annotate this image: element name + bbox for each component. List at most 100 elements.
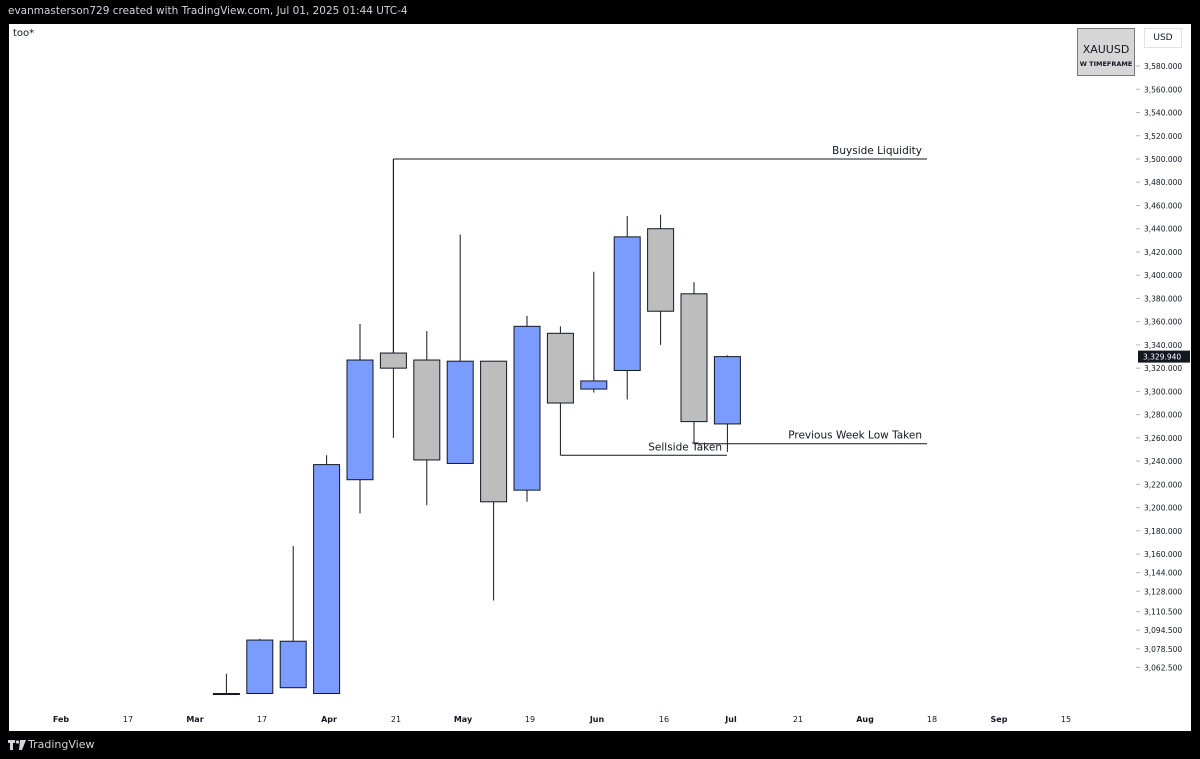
symbol-watermark: XAUUSD W TIMEFRAME — [1077, 28, 1135, 76]
price-tick-label: 3,094.500 — [1144, 626, 1182, 635]
candle-body — [246, 639, 274, 695]
candle — [580, 271, 608, 393]
candle-body — [580, 380, 608, 390]
price-tick-label: 3,320.000 — [1144, 364, 1182, 373]
candle — [713, 355, 741, 452]
attribution-text: evanmasterson729 created with TradingVie… — [8, 5, 408, 17]
price-tick-label: 3,110.500 — [1144, 608, 1182, 617]
candle — [346, 324, 374, 514]
price-tick-label: 3,220.000 — [1144, 480, 1182, 489]
price-tick-label: 3,062.500 — [1144, 663, 1182, 672]
candle-body — [413, 359, 441, 461]
time-tick-label: Jun — [589, 715, 605, 724]
candle — [379, 159, 407, 438]
time-tick-label: Feb — [53, 715, 70, 724]
time-tick-label: 19 — [525, 715, 535, 724]
candle-body — [680, 293, 708, 423]
candle — [480, 360, 508, 601]
candle-body — [446, 360, 474, 464]
candles — [212, 159, 741, 696]
annotation-label: Sellside Taken — [648, 441, 722, 453]
time-tick-label: 21 — [793, 715, 803, 724]
price-tick-label: 3,520.000 — [1144, 132, 1182, 141]
tradingview-brand[interactable]: TradingView — [28, 738, 95, 751]
chart-frame[interactable]: 3,062.500 3,078.500 3,094.500 3,110.500 3,12… — [9, 24, 1191, 731]
price-tick-label: 3,160.000 — [1144, 550, 1182, 559]
time-tick-label: 18 — [927, 715, 937, 724]
time-tick-label: 21 — [391, 715, 401, 724]
candle — [446, 234, 474, 464]
price-tick-label: 3,380.000 — [1144, 294, 1182, 303]
time-tick-label: Aug — [856, 715, 874, 724]
candle-body — [513, 325, 541, 491]
price-tick-label: 3,580.000 — [1144, 62, 1182, 71]
annotation-label: Previous Week Low Taken — [788, 430, 922, 442]
candle — [246, 638, 274, 695]
price-tick-label: 3,420.000 — [1144, 248, 1182, 257]
watermark-timeframe: W TIMEFRAME — [1079, 60, 1133, 68]
time-tick-label: 17 — [123, 715, 133, 724]
annotation: Previous Week Low Taken — [693, 430, 927, 445]
price-tick-label: 3,500.000 — [1144, 155, 1182, 164]
candle — [613, 215, 641, 400]
price-tick-label: 3,440.000 — [1144, 225, 1182, 234]
candle — [513, 315, 541, 502]
time-tick-label: Apr — [321, 715, 337, 724]
annotation: Sellside Taken — [559, 403, 727, 456]
candle-body — [480, 360, 508, 503]
time-tick-label: Jul — [724, 715, 737, 724]
candle — [279, 545, 307, 689]
price-tick-label: 3,180.000 — [1144, 527, 1182, 536]
price-tick-label: 3,200.000 — [1144, 504, 1182, 513]
price-chart[interactable]: 3,062.500 3,078.500 3,094.500 3,110.500 3,12… — [9, 24, 1191, 731]
annotation-lines: Buyside Liquidity Sellside Taken Previous … — [392, 145, 927, 456]
time-axis[interactable]: Feb 17 Mar 17 Apr 21 May 19 Jun 16 Jul 21 Aug 18 Sep 15 — [53, 715, 1071, 724]
price-tick-label: 3,128.000 — [1144, 587, 1182, 596]
currency-button[interactable]: USD — [1144, 28, 1182, 48]
time-tick-label: Sep — [991, 715, 1008, 724]
price-tick-label: 3,540.000 — [1144, 109, 1182, 118]
time-tick-label: 15 — [1061, 715, 1071, 724]
attribution-bar: evanmasterson729 created with TradingVie… — [0, 0, 1200, 24]
annotation-label: Buyside Liquidity — [832, 145, 922, 157]
candle-body — [313, 464, 341, 695]
candle-body — [379, 352, 407, 369]
candle-body — [279, 640, 307, 689]
candle-body — [546, 332, 574, 404]
price-tick-label: 3,460.000 — [1144, 201, 1182, 210]
current-price-box — [1138, 350, 1190, 363]
candle — [212, 673, 240, 696]
candle — [413, 330, 441, 506]
candle-body — [346, 359, 374, 481]
price-tick-label: 3,280.000 — [1144, 411, 1182, 420]
candle — [680, 282, 708, 434]
current-price-label: 3,329.940 — [1143, 353, 1181, 362]
candle-body — [647, 228, 675, 312]
candle-body — [212, 693, 240, 696]
price-tick-label: 3,144.000 — [1144, 569, 1182, 578]
price-tick-label: 3,078.500 — [1144, 645, 1182, 654]
candle — [546, 326, 574, 404]
price-tick-label: 3,300.000 — [1144, 387, 1182, 396]
candle — [313, 455, 341, 695]
time-tick-label: 17 — [257, 715, 267, 724]
watermark-symbol: XAUUSD — [1082, 43, 1130, 56]
current-price-tag: 3,329.940 — [1138, 350, 1190, 363]
time-tick-label: May — [454, 715, 473, 724]
price-tick-label: 3,260.000 — [1144, 434, 1182, 443]
candle-body — [613, 236, 641, 371]
price-tick-label: 3,480.000 — [1144, 178, 1182, 187]
price-tick-label: 3,240.000 — [1144, 457, 1182, 466]
time-tick-label: 16 — [659, 715, 669, 724]
time-tick-label: Mar — [186, 715, 203, 724]
price-tick-label: 3,340.000 — [1144, 341, 1182, 350]
tradingview-logo-icon[interactable] — [8, 739, 26, 751]
price-tick-label: 3,360.000 — [1144, 318, 1182, 327]
symbol-tag[interactable]: too* — [13, 28, 35, 39]
price-axis[interactable]: 3,062.500 3,078.500 3,094.500 3,110.500 3,12… — [1136, 62, 1182, 672]
candle — [647, 214, 675, 345]
price-tick-label: 3,560.000 — [1144, 85, 1182, 94]
candle-body — [713, 356, 741, 425]
price-tick-label: 3,400.000 — [1144, 271, 1182, 280]
footer-bar: TradingView — [0, 731, 1200, 759]
